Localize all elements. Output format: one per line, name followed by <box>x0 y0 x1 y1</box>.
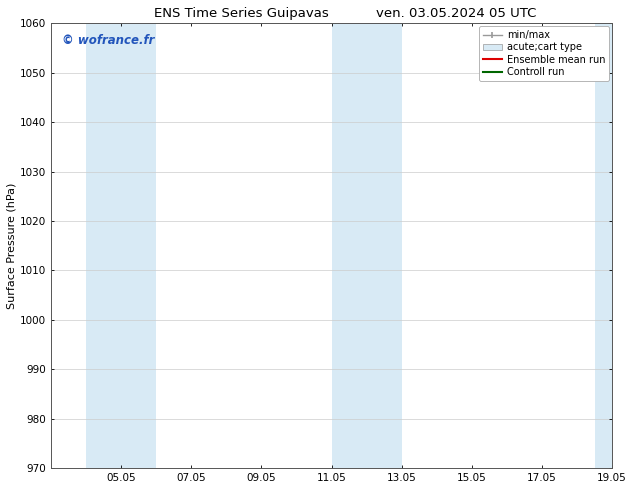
Text: © wofrance.fr: © wofrance.fr <box>62 34 155 48</box>
Bar <box>86 23 121 468</box>
Y-axis label: Surface Pressure (hPa): Surface Pressure (hPa) <box>7 182 17 309</box>
Bar <box>332 23 366 468</box>
Bar <box>366 23 402 468</box>
Text: ven. 03.05.2024 05 UTC: ven. 03.05.2024 05 UTC <box>377 7 536 21</box>
Text: ENS Time Series Guipavas: ENS Time Series Guipavas <box>153 7 328 21</box>
Legend: min/max, acute;cart type, Ensemble mean run, Controll run: min/max, acute;cart type, Ensemble mean … <box>479 26 609 81</box>
Bar <box>595 23 612 468</box>
Bar <box>121 23 156 468</box>
